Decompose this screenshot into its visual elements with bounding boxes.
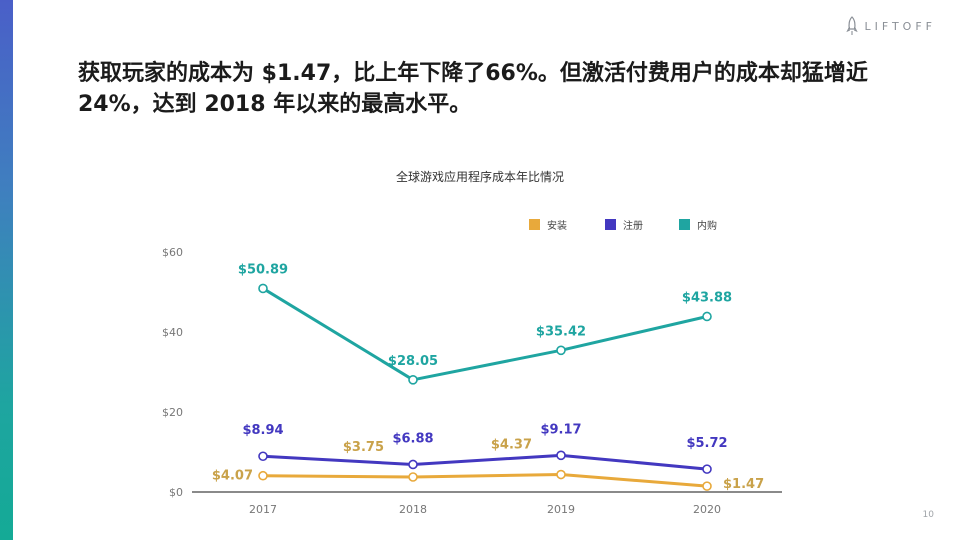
data-label: $50.89 xyxy=(238,262,288,277)
x-tick-label: 2018 xyxy=(399,503,427,516)
data-label: $3.75 xyxy=(343,440,384,455)
series-line xyxy=(261,286,709,382)
data-label: $35.42 xyxy=(536,324,586,339)
brand-logo: LIFTOFF xyxy=(846,16,936,36)
rocket-icon xyxy=(846,16,859,35)
data-point xyxy=(556,469,566,480)
data-point xyxy=(702,311,712,322)
logo-text: LIFTOFF xyxy=(864,19,936,33)
data-point xyxy=(556,450,566,461)
y-tick-label: $40 xyxy=(162,326,183,339)
data-point xyxy=(408,374,418,385)
legend-item: 安装 xyxy=(529,219,567,232)
chart-legend: 安装 注册 内购 xyxy=(529,219,717,232)
data-point xyxy=(258,283,268,294)
chart-series xyxy=(258,283,712,491)
y-tick-label: $0 xyxy=(169,486,183,499)
data-label: $9.17 xyxy=(540,422,581,437)
chart-axes: $0 $20 $40 $60 2017 2018 2019 2020 xyxy=(162,246,782,516)
legend-item: 内购 xyxy=(679,219,717,232)
data-point xyxy=(702,464,712,474)
y-tick-label: $20 xyxy=(162,406,183,419)
data-label: $6.88 xyxy=(392,431,433,446)
accent-bar xyxy=(0,0,13,540)
data-point xyxy=(258,451,268,462)
data-point xyxy=(408,472,418,482)
series-line xyxy=(261,453,709,471)
data-label: $5.72 xyxy=(686,436,727,451)
data-point xyxy=(702,481,712,491)
y-tick-label: $60 xyxy=(162,246,183,259)
chart-data-labels: $4.07 $3.75 $4.37 $1.47 $8.94 $6.88 $9.17 $5.72… xyxy=(212,262,764,492)
legend-swatch xyxy=(529,219,540,230)
legend-label: 安装 xyxy=(547,219,567,232)
data-point xyxy=(408,459,418,470)
data-label: $28.05 xyxy=(388,354,438,369)
x-tick-label: 2020 xyxy=(693,503,721,516)
x-tick-label: 2019 xyxy=(547,503,575,516)
page-number: 10 xyxy=(922,510,934,520)
x-tick-label: 2017 xyxy=(249,503,277,516)
data-label: $1.47 xyxy=(723,477,764,492)
data-label: $4.07 xyxy=(212,469,253,484)
data-label: $43.88 xyxy=(682,290,732,305)
legend-swatch xyxy=(679,219,690,230)
data-label: $8.94 xyxy=(242,423,283,438)
page-title: 获取玩家的成本为 $1.47，比上年下降了66%。但激活付费用户的成本却猛增近 … xyxy=(78,61,868,117)
data-point xyxy=(258,470,268,481)
series-line xyxy=(261,473,709,488)
data-point xyxy=(556,345,566,356)
data-label: $4.37 xyxy=(491,438,532,453)
legend-label: 注册 xyxy=(623,219,643,232)
legend-swatch xyxy=(605,219,616,230)
chart-title: 全球游戏应用程序成本年比情况 xyxy=(396,169,564,184)
legend-label: 内购 xyxy=(697,219,717,232)
legend-item: 注册 xyxy=(605,219,643,232)
